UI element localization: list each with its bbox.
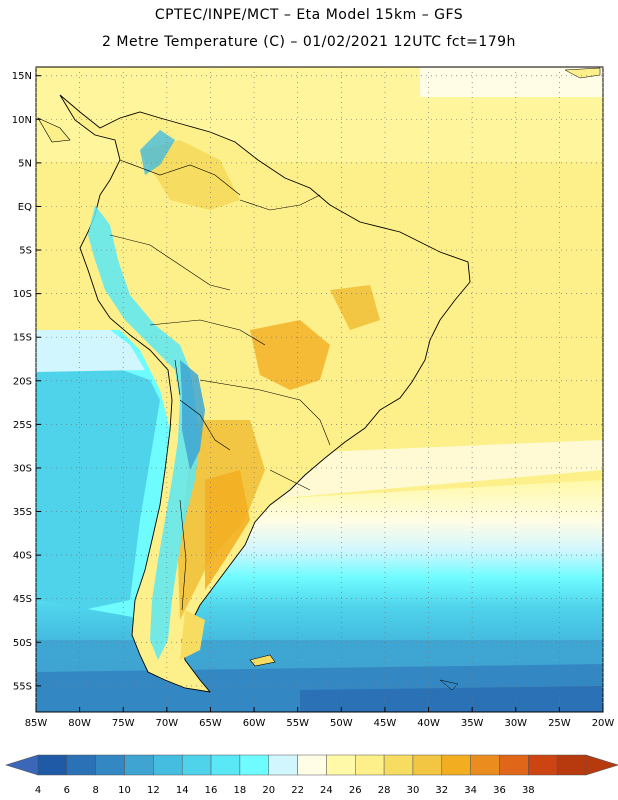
colorbar-high-arrow	[585, 754, 618, 776]
south-georgia-island	[439, 679, 459, 691]
amazon-warm	[140, 140, 240, 210]
colorbar-label: 4	[35, 785, 41, 796]
latitude-axis: 15N 10N 5N EQ 5S 10S 15S 20S 25S 30S 35S 40S 45S 50S 5…	[12, 71, 41, 692]
colorbar-swatch	[412, 754, 443, 776]
lon-tick-label: 75W	[112, 718, 135, 729]
lat-tick-label: 10S	[13, 289, 32, 300]
lat-tick-label: 15S	[13, 333, 32, 344]
lat-tick-label: 40S	[13, 551, 32, 562]
lon-tick-label: 20W	[592, 718, 615, 729]
central-america-land	[37, 117, 71, 143]
central-brazil-hot	[250, 320, 330, 390]
colorbar-swatch	[326, 754, 356, 776]
colorbar-swatch	[355, 754, 385, 776]
colorbar-label: 24	[320, 785, 333, 796]
colorbar-label: 16	[205, 785, 218, 796]
colorbar-label: 34	[464, 785, 477, 796]
colorbar-swatch	[441, 754, 471, 776]
colorbar-swatch	[124, 754, 154, 776]
lat-tick-label: 25S	[13, 420, 32, 431]
colorbar-swatch	[297, 754, 327, 776]
patagonia-mild	[180, 610, 205, 660]
colorbar-swatch	[239, 754, 269, 776]
colorbar-label: 36	[493, 785, 506, 796]
colorbar-label: 28	[378, 785, 391, 796]
map-frame	[35, 66, 604, 713]
lon-tick-label: 50W	[330, 718, 353, 729]
colorbar-swatch	[153, 754, 183, 776]
lon-tick-label: 70W	[156, 718, 179, 729]
colorbar-swatch	[528, 754, 558, 776]
colorbar-low-arrow	[4, 754, 39, 776]
lat-tick-label: 35S	[13, 507, 32, 518]
lat-tick-label: 10N	[12, 115, 32, 126]
lat-tick-label: 30S	[13, 463, 32, 474]
colombian-andes-cold	[140, 130, 175, 175]
colorbar-label: 14	[176, 785, 189, 796]
temperature-colorbar: 4 6 8 10 12 14 16 18 20 22 24 26 28 30 32 34 36 38	[4, 754, 618, 796]
colorbar-label: 26	[349, 785, 362, 796]
country-borders	[109, 159, 331, 611]
lat-tick-label: EQ	[18, 202, 32, 213]
colorbar-swatch	[37, 754, 68, 776]
colorbar-label: 30	[407, 785, 420, 796]
argentina-hot	[205, 470, 250, 590]
lon-tick-label: 85W	[25, 718, 48, 729]
map-subtitle: 2 Metre Temperature (C) – 01/02/2021 12U…	[102, 34, 516, 50]
colorbar-swatch	[95, 754, 125, 776]
lon-tick-label: 65W	[199, 718, 222, 729]
colorbar-swatch	[210, 754, 241, 776]
colorbar-label: 12	[147, 785, 160, 796]
lat-tick-label: 45S	[13, 594, 32, 605]
colorbar-swatch	[268, 754, 298, 776]
colorbar-swatch	[181, 754, 212, 776]
colorbar-label: 8	[92, 785, 98, 796]
colorbar-label: 38	[522, 785, 535, 796]
colorbar-swatch	[470, 754, 500, 776]
colorbar-label: 10	[118, 785, 131, 796]
lat-tick-label: 15N	[12, 71, 32, 82]
andes-altiplano-cold	[180, 360, 205, 470]
falkland-islands	[249, 654, 276, 667]
lon-tick-label: 60W	[243, 718, 266, 729]
colorbar-label: 22	[291, 785, 304, 796]
atlantic-mild-band	[250, 440, 603, 500]
lat-tick-label: 5S	[19, 246, 32, 257]
lon-tick-label: 45W	[374, 718, 397, 729]
andes-cold-spine	[88, 205, 200, 660]
colorbar-swatch	[499, 754, 529, 776]
colorbar-swatch	[383, 754, 414, 776]
pacific-mild-band	[36, 330, 145, 372]
lat-tick-label: 20S	[13, 376, 32, 387]
colorbar-label: 20	[262, 785, 275, 796]
colorbar-label: 32	[435, 785, 448, 796]
map-title: CPTEC/INPE/MCT – Eta Model 15km – GFS	[154, 7, 464, 23]
lon-tick-label: 80W	[68, 718, 91, 729]
lon-tick-label: 40W	[417, 718, 440, 729]
longitude-axis: 85W 80W 75W 70W 65W 60W 55W 50W 45W 40W 35W 30W 25W 2…	[25, 707, 615, 729]
lat-tick-label: 5N	[18, 158, 32, 169]
lon-tick-label: 55W	[286, 718, 309, 729]
temperature-map	[36, 67, 603, 712]
northeast-warm	[330, 285, 380, 330]
colorbar-swatch	[556, 754, 587, 776]
colorbar-label: 18	[234, 785, 247, 796]
southern-ocean-coldest	[300, 686, 603, 712]
lon-tick-label: 25W	[548, 718, 571, 729]
lat-tick-label: 55S	[13, 681, 32, 692]
lat-tick-label: 50S	[13, 638, 32, 649]
colorbar-label: 6	[64, 785, 70, 796]
lon-tick-label: 35W	[461, 718, 484, 729]
lon-tick-label: 30W	[504, 718, 527, 729]
colorbar-swatch	[66, 754, 96, 776]
